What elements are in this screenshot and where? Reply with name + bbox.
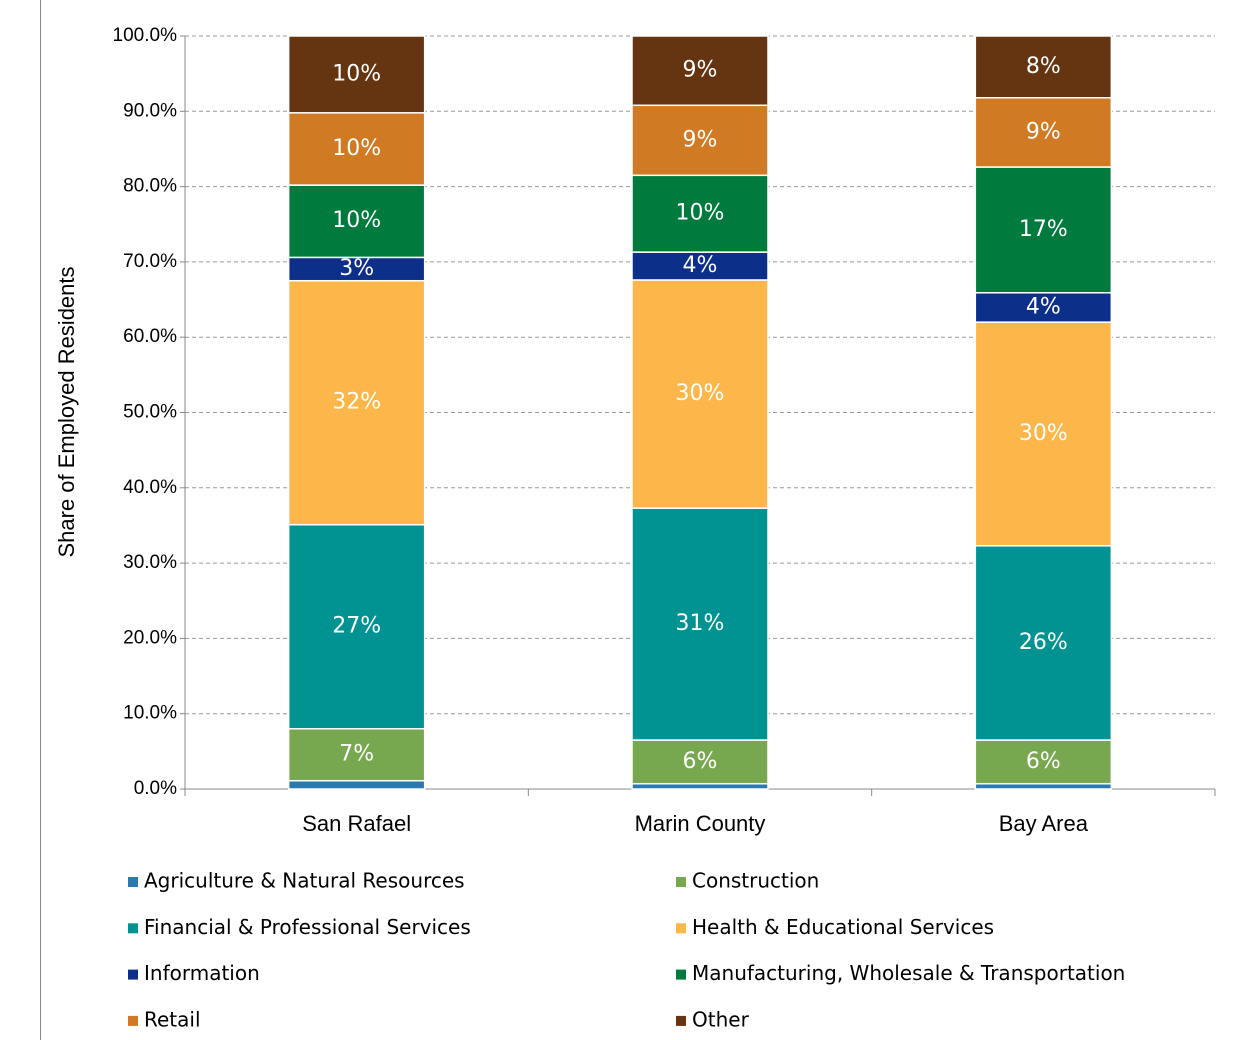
bar-segment bbox=[287, 779, 426, 790]
legend-label: Retail bbox=[144, 1007, 201, 1031]
legend-swatch bbox=[128, 1015, 138, 1026]
data-label: 4% bbox=[1026, 294, 1061, 319]
data-label: 30% bbox=[1019, 421, 1068, 446]
data-label: 17% bbox=[1019, 217, 1068, 242]
legend-swatch bbox=[676, 1015, 686, 1026]
y-tick-label: 10.0% bbox=[123, 703, 177, 724]
data-label: 32% bbox=[332, 390, 381, 415]
bar-segment bbox=[974, 782, 1113, 790]
legend-swatch bbox=[128, 969, 138, 980]
legend-label: Agriculture & Natural Resources bbox=[144, 869, 465, 893]
bar-segment bbox=[287, 112, 426, 186]
x-tick-label: Marin County bbox=[635, 811, 766, 836]
bar-segment bbox=[631, 35, 769, 107]
legend-label: Manufacturing, Wholesale & Transportatio… bbox=[692, 961, 1125, 985]
bar-segment bbox=[974, 545, 1113, 741]
bar-segment bbox=[974, 35, 1113, 99]
bar-segment bbox=[631, 174, 769, 253]
bar-segment bbox=[287, 279, 426, 526]
bar-segment bbox=[631, 104, 769, 177]
legend-label: Construction bbox=[692, 869, 819, 893]
y-tick-label: 70.0% bbox=[123, 251, 177, 272]
bar-segment bbox=[631, 279, 769, 509]
bar-segment bbox=[287, 728, 426, 782]
legend-swatch bbox=[128, 923, 138, 934]
data-label: 26% bbox=[1019, 630, 1068, 655]
bar-segment bbox=[974, 292, 1113, 323]
bar-segment bbox=[631, 739, 769, 785]
legend-label: Financial & Professional Services bbox=[144, 915, 471, 939]
data-label: 27% bbox=[332, 614, 381, 639]
data-label: 10% bbox=[332, 61, 381, 86]
legend-swatch bbox=[676, 969, 686, 980]
data-label: 3% bbox=[339, 256, 374, 281]
bar-segment bbox=[974, 739, 1113, 785]
legend-swatch bbox=[128, 877, 138, 887]
bar-segment bbox=[631, 507, 769, 741]
bar-segment bbox=[287, 35, 426, 114]
bar-segment bbox=[974, 321, 1113, 547]
y-axis-label: Share of Employed Residents bbox=[54, 266, 79, 557]
y-tick-label: 40.0% bbox=[123, 477, 177, 498]
x-tick-label: Bay Area bbox=[999, 811, 1089, 836]
data-label: 10% bbox=[332, 136, 381, 161]
legend-label: Information bbox=[144, 961, 260, 985]
bar-segment bbox=[287, 523, 426, 730]
legend-swatch bbox=[676, 923, 686, 934]
y-tick-label: 100.0% bbox=[113, 25, 178, 46]
y-tick-label: 0.0% bbox=[134, 778, 177, 799]
y-tick-label: 60.0% bbox=[123, 326, 177, 347]
data-label: 6% bbox=[683, 749, 718, 774]
legend-swatch bbox=[676, 877, 686, 887]
y-tick-label: 20.0% bbox=[123, 627, 177, 648]
legend-label: Other bbox=[692, 1007, 750, 1031]
data-label: 10% bbox=[676, 201, 725, 226]
data-label: 6% bbox=[1026, 749, 1061, 774]
bar-segment bbox=[631, 251, 769, 281]
data-label: 7% bbox=[339, 742, 374, 767]
data-label: 9% bbox=[683, 127, 718, 152]
data-label: 10% bbox=[332, 208, 381, 233]
data-label: 8% bbox=[1026, 54, 1061, 79]
data-label: 31% bbox=[676, 611, 725, 636]
data-label: 9% bbox=[1026, 119, 1061, 144]
y-tick-label: 90.0% bbox=[123, 100, 177, 121]
data-label: 4% bbox=[683, 253, 718, 278]
data-label: 9% bbox=[683, 58, 718, 83]
bar-segment bbox=[287, 184, 426, 259]
y-tick-label: 30.0% bbox=[123, 552, 177, 573]
data-label: 30% bbox=[676, 381, 725, 406]
x-tick-label: San Rafael bbox=[302, 811, 411, 836]
bar-segment bbox=[631, 782, 769, 790]
y-tick-label: 80.0% bbox=[123, 176, 177, 197]
y-tick-label: 50.0% bbox=[123, 402, 177, 423]
legend-label: Health & Educational Services bbox=[692, 915, 994, 939]
chart-border bbox=[40, 0, 41, 1040]
